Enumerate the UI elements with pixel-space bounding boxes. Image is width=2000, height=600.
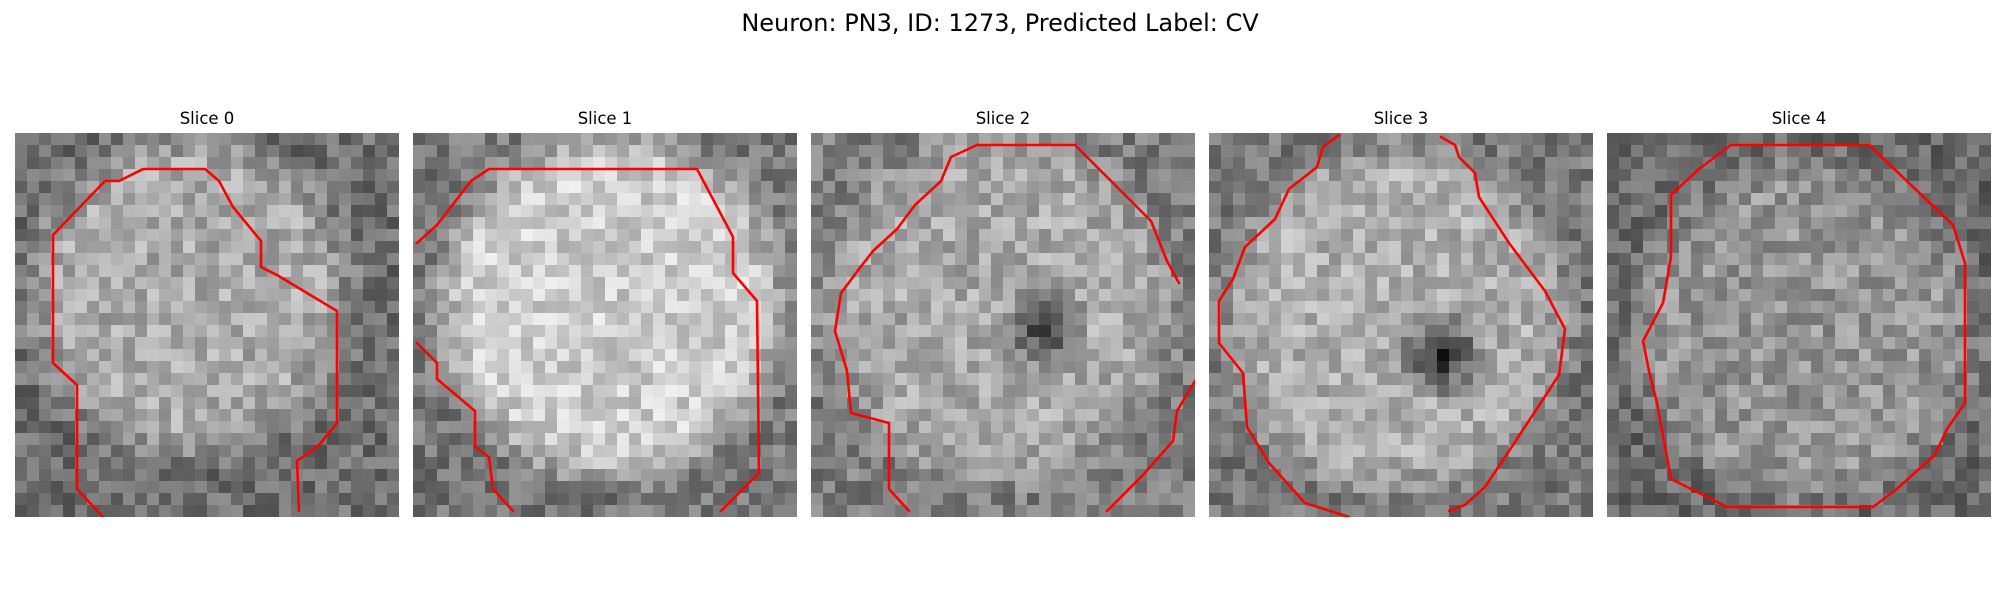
slice-panel-2: Slice 2: [811, 108, 1195, 517]
slice-3-image: [1209, 133, 1593, 517]
slice-4-title: Slice 4: [1771, 109, 1827, 128]
slice-panel-3: Slice 3: [1209, 108, 1593, 517]
slice-1-title: Slice 1: [577, 109, 633, 128]
slice-1-image: [413, 133, 797, 517]
slice-3-title: Slice 3: [1373, 109, 1429, 128]
slice-2-image: [811, 133, 1195, 517]
slice-panel-4: Slice 4: [1607, 108, 1991, 517]
slice-0-image: [15, 133, 399, 517]
slice-0-title: Slice 0: [179, 109, 235, 128]
slice-panel-1: Slice 1: [413, 108, 797, 517]
slice-panel-0: Slice 0: [15, 108, 399, 517]
slice-2-title: Slice 2: [975, 109, 1031, 128]
slice-4-image: [1607, 133, 1991, 517]
figure-title: Neuron: PN3, ID: 1273, Predicted Label: …: [741, 9, 1259, 37]
